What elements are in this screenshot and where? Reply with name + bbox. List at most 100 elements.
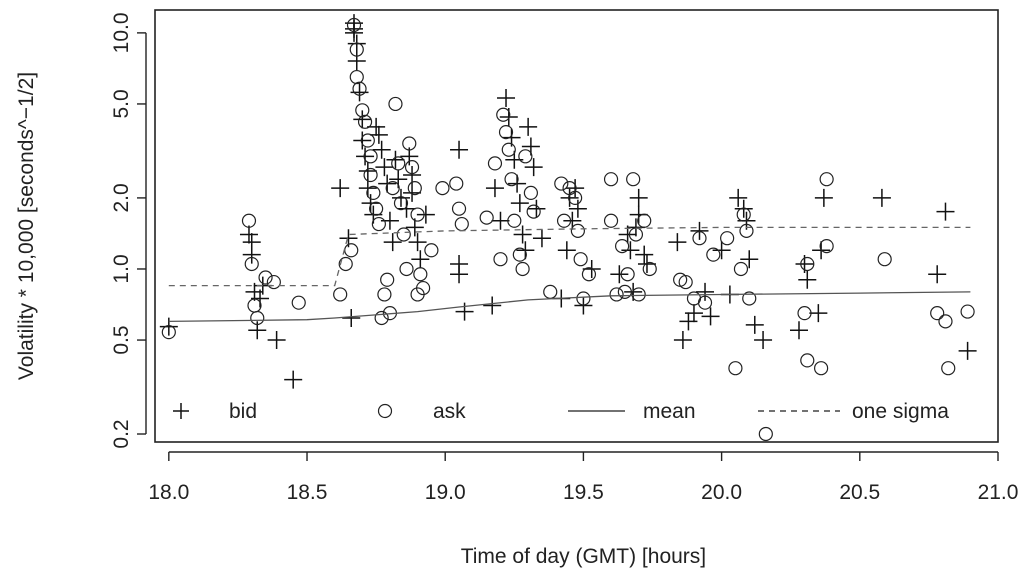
ask-point (573, 252, 588, 267)
plot-frame (154, 9, 999, 443)
bid-point (331, 179, 350, 198)
ask-point (377, 287, 392, 302)
ask-point (797, 306, 812, 321)
bid-point (701, 307, 720, 326)
bid-point (798, 270, 817, 289)
ask-point (800, 256, 815, 272)
bid-point (497, 88, 516, 107)
ask-point (416, 280, 431, 296)
bid-point (367, 117, 386, 136)
bid-point (455, 302, 474, 321)
bid-point (872, 188, 891, 207)
ask-point (496, 107, 511, 122)
ask-point (543, 284, 558, 299)
ask-point (742, 291, 757, 306)
ask-point (930, 306, 945, 321)
bid-point (342, 308, 361, 327)
ask-point (733, 261, 749, 277)
bid-point (519, 117, 538, 136)
bid-point (361, 194, 380, 213)
ask-point (247, 298, 262, 313)
bid-point (696, 282, 715, 301)
ask-point (487, 156, 503, 171)
x-tick-label: 19.5 (563, 481, 604, 504)
ask-point (819, 238, 834, 254)
ask-point (435, 181, 450, 196)
bid-point (267, 331, 286, 350)
ask-point (615, 238, 630, 254)
ask-point (352, 81, 367, 96)
ask-point (736, 207, 751, 222)
ask-point (363, 167, 378, 183)
bid-point (380, 211, 399, 230)
bid-point (485, 179, 504, 198)
ask-point (504, 172, 519, 187)
bid-point (668, 233, 687, 252)
ask-point (960, 304, 975, 319)
ask-point (407, 181, 422, 196)
bid-point (621, 241, 640, 260)
bid-point (411, 250, 430, 269)
bid-point (159, 317, 178, 336)
bid-point (403, 166, 422, 185)
ask-point (493, 252, 508, 267)
ask-point (360, 133, 375, 148)
ask-point (413, 267, 428, 282)
ask-point (391, 156, 406, 171)
y-tick-label: 2.0 (110, 183, 133, 212)
ask-point (576, 291, 591, 306)
ask-point (291, 295, 306, 310)
bid-point (740, 250, 759, 269)
bid-point (416, 205, 435, 224)
ask-point (479, 210, 494, 225)
ask-point (451, 201, 467, 216)
bid-point (239, 225, 258, 244)
ask-point (706, 247, 721, 262)
ask-point (338, 256, 353, 272)
ask-point (637, 213, 652, 228)
legend-symbol-bid (173, 403, 189, 419)
ask-point (554, 176, 569, 191)
x-tick-label: 20.5 (839, 481, 880, 504)
ask-point (366, 185, 381, 201)
bid-point (673, 331, 692, 350)
x-tick-label: 18.0 (148, 481, 189, 504)
ask-point (692, 231, 707, 246)
bid-point (375, 158, 394, 177)
ask-point (526, 204, 541, 219)
ask-point (393, 196, 409, 211)
legend-label-mean: mean (643, 400, 696, 423)
bid-point (557, 241, 576, 260)
ask-point (357, 114, 373, 129)
ask-point (410, 207, 425, 222)
bid-point (491, 211, 510, 230)
bid-point (524, 158, 543, 177)
ask-point (758, 426, 773, 442)
legend-symbol-ask (377, 403, 393, 419)
y-tick-label: 5.0 (110, 89, 133, 118)
ask-point (678, 274, 693, 290)
ask-point (396, 227, 411, 242)
ask-point (402, 136, 417, 151)
ask-point (404, 160, 420, 175)
ask-point (819, 172, 834, 187)
ask-point (603, 213, 619, 228)
bid-point (734, 199, 753, 218)
y-tick-label: 10.0 (110, 12, 133, 53)
bid-point (814, 188, 833, 207)
ask-point (363, 149, 378, 164)
bid-point (712, 241, 731, 260)
bid-point (513, 225, 532, 244)
ask-point (523, 185, 538, 201)
bid-point (510, 194, 529, 213)
legend-label-ask: ask (433, 400, 466, 423)
axes: 18.0 18.5 19.0 19.5 20.0 20.5 21.0 0.2 0.5 1.0 2.0… (110, 9, 1019, 504)
bid-point (408, 233, 427, 252)
bid-point (568, 199, 587, 218)
bid-point (729, 188, 748, 207)
ask-point (556, 213, 572, 228)
bid-point (284, 370, 303, 389)
ask-point (388, 96, 403, 112)
x-tick-label: 21.0 (978, 481, 1019, 504)
